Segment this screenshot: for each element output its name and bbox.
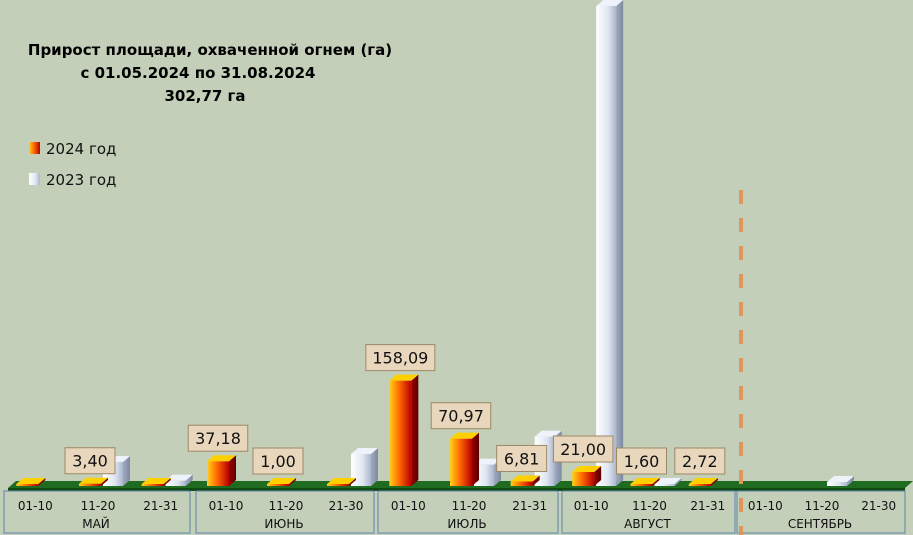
tick-label-4: 11-20 [269,499,304,513]
tick-label-2: 21-31 [143,499,178,513]
series-2024 [16,374,718,486]
data-label-2024-4: 1,00 [252,447,304,475]
tick-label-0: 01-10 [18,499,53,513]
data-label-2024-8: 6,81 [496,444,548,472]
bar-2024-1 [79,477,108,486]
bar-2023-2 [165,474,193,486]
bar-2024-7 [450,432,479,486]
svg-text:37,18: 37,18 [195,429,241,448]
month-label-3: АВГУСТ [624,517,671,531]
tick-label-11: 21-31 [690,499,725,513]
data-label-2024-6: 158,09 [365,344,436,372]
month-box-0 [3,490,191,534]
tick-label-12: 01-10 [748,499,783,513]
data-label-2024-1: 3,40 [64,447,116,475]
x-tick-labels: 01-10 11-20 21-31 01-10 11-20 21-30 01-10 11-20… [18,499,896,513]
tick-label-14: 21-30 [861,499,896,513]
x-month-labels: МАЙ ИЮНЬ ИЮЛЬ АВГУСТ СЕНТЯБРЬ [82,516,852,531]
tick-label-10: 11-20 [632,499,667,513]
data-labels-2024: 3,40 37,18 1,00 158,09 70,97 6,81 21,00 1,60 2,7… [64,344,726,475]
tick-label-3: 01-10 [209,499,244,513]
legend: 2024 год 2023 год [29,140,116,189]
svg-text:158,09: 158,09 [372,349,428,368]
bar-2024-2 [141,478,171,486]
legend-label-2023: 2023 год [46,171,116,189]
chart-title: Прирост площади, охваченной огнем (га) с… [28,41,392,105]
month-label-0: МАЙ [82,516,110,531]
tick-label-7: 11-20 [452,499,487,513]
title-line-1: Прирост площади, охваченной огнем (га) [28,41,392,59]
legend-swatch-2024 [29,142,40,154]
tick-label-1: 11-20 [81,499,116,513]
data-label-2024-11: 2,72 [674,447,726,475]
tick-label-5: 21-30 [329,499,364,513]
bar-2024-0 [16,478,46,486]
month-box-1 [195,490,375,534]
bar-2023-9 [596,0,624,486]
bar-2024-9 [572,466,602,486]
svg-text:70,97: 70,97 [438,407,484,426]
tick-label-13: 11-20 [805,499,840,513]
tick-label-6: 01-10 [391,499,426,513]
title-line-2: с 01.05.2024 по 31.08.2024 [80,64,315,82]
data-label-2024-9: 21,00 [552,435,614,463]
svg-text:1,00: 1,00 [260,452,296,471]
bar-2024-5 [327,478,356,486]
svg-text:2,72: 2,72 [682,452,718,471]
month-label-1: ИЮНЬ [264,517,303,531]
tick-label-9: 01-10 [574,499,609,513]
svg-text:6,81: 6,81 [504,449,540,468]
data-label-2024-3: 37,18 [187,424,249,452]
svg-text:1,60: 1,60 [624,452,660,471]
bar-2024-6 [389,374,419,486]
bar-2023-10 [654,478,682,486]
data-label-2024-10: 1,60 [616,447,667,475]
tick-label-8: 21-31 [512,499,547,513]
svg-text:21,00: 21,00 [560,440,606,459]
month-box-3 [561,490,736,534]
month-box-4 [736,490,906,534]
legend-swatch-2023 [29,173,40,185]
bar-2024-3 [207,455,236,486]
bar-2024-10 [630,478,660,486]
bar-2024-8 [510,475,540,486]
bar-2024-4 [267,478,296,486]
month-label-4: СЕНТЯБРЬ [788,517,852,531]
x-axis [3,490,906,534]
month-box-2 [377,490,559,534]
bar-2023-13 [827,476,854,486]
svg-text:3,40: 3,40 [72,452,108,471]
series-2023 [103,0,854,486]
month-label-2: ИЮЛЬ [447,517,486,531]
title-line-3: 302,77 га [164,87,245,105]
data-label-2024-7: 70,97 [430,402,492,430]
legend-label-2024: 2024 год [46,140,116,158]
bar-2024-11 [688,478,718,486]
chart-floor-front [8,488,905,491]
